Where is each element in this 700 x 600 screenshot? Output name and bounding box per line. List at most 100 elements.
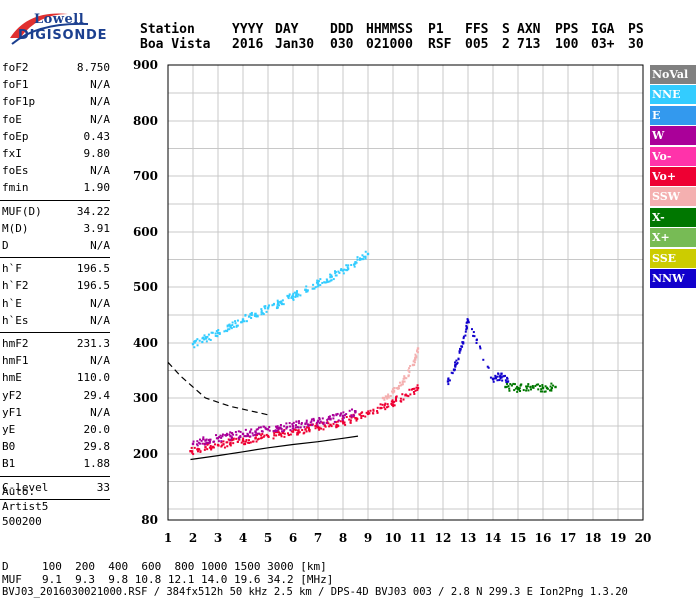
data-point xyxy=(294,295,297,298)
data-point xyxy=(416,350,419,353)
param-value: 196.5 xyxy=(76,279,110,293)
data-point xyxy=(222,440,225,443)
data-point xyxy=(455,362,458,365)
data-point xyxy=(395,397,398,400)
data-point xyxy=(201,341,204,344)
data-point xyxy=(354,261,357,264)
data-point xyxy=(446,380,450,383)
data-point xyxy=(348,418,351,421)
data-point xyxy=(276,303,279,306)
param-row-fmin: fmin 1.90 xyxy=(2,181,110,194)
data-point xyxy=(393,389,396,392)
data-point xyxy=(341,418,344,421)
data-point xyxy=(206,335,209,338)
data-point xyxy=(292,297,295,300)
data-point xyxy=(407,374,410,377)
data-point xyxy=(346,266,349,269)
header-value-5: RSF xyxy=(428,37,452,52)
x-tick-label: 5 xyxy=(264,531,272,545)
data-point xyxy=(450,371,453,374)
data-point xyxy=(465,324,468,327)
data-point xyxy=(267,305,270,308)
data-point xyxy=(231,439,234,442)
data-point xyxy=(195,443,198,446)
data-point xyxy=(291,295,295,298)
data-point xyxy=(455,359,458,362)
data-point xyxy=(366,252,370,256)
data-point xyxy=(221,435,224,438)
x-tick-label: 6 xyxy=(289,531,297,545)
data-point xyxy=(408,371,411,374)
data-point xyxy=(299,426,302,429)
data-point xyxy=(328,280,331,283)
footer-muf-label: MUF xyxy=(2,573,22,586)
data-point xyxy=(415,386,418,389)
data-point xyxy=(213,443,216,446)
data-point xyxy=(292,427,295,430)
data-point xyxy=(496,379,499,382)
data-point xyxy=(398,381,401,384)
data-point xyxy=(454,361,457,364)
data-point xyxy=(230,436,233,439)
data-point xyxy=(198,339,201,342)
data-point xyxy=(489,376,492,379)
data-point xyxy=(526,385,529,388)
data-point xyxy=(541,385,544,388)
data-point xyxy=(321,281,324,284)
param-row-hf2: h`F2 196.5 xyxy=(2,279,110,292)
data-point xyxy=(239,430,242,433)
data-point xyxy=(244,428,247,431)
param-value: 33 xyxy=(96,480,110,494)
param-name: foF1 xyxy=(2,78,29,92)
data-point xyxy=(212,445,215,448)
data-point xyxy=(412,360,415,363)
data-point xyxy=(272,303,275,306)
data-point xyxy=(197,448,200,451)
data-point xyxy=(472,331,475,334)
header-value-1: 2016 xyxy=(232,37,264,52)
data-point xyxy=(296,295,299,298)
data-point xyxy=(217,329,220,332)
param-name: C-level xyxy=(2,480,49,494)
data-point xyxy=(217,444,220,447)
data-point xyxy=(355,419,358,422)
data-point xyxy=(400,383,403,386)
data-point xyxy=(453,369,456,372)
data-point xyxy=(310,424,313,427)
data-point xyxy=(362,258,365,261)
data-point xyxy=(475,341,478,344)
data-point xyxy=(466,318,469,321)
data-point xyxy=(285,422,288,425)
data-point xyxy=(237,437,240,440)
data-point xyxy=(216,437,220,440)
y-tick-label: 500 xyxy=(133,280,158,294)
header-label-8: AXN xyxy=(517,22,541,37)
data-point xyxy=(283,432,286,435)
data-point xyxy=(295,291,298,294)
data-point xyxy=(210,448,213,451)
param-row-b1: B1 1.88 xyxy=(2,457,110,470)
data-point xyxy=(332,422,335,425)
data-point xyxy=(208,441,211,444)
data-point xyxy=(416,388,419,391)
data-point xyxy=(411,387,414,390)
data-point xyxy=(395,395,398,398)
param-name: foEp xyxy=(2,129,29,143)
data-point xyxy=(416,384,419,387)
data-point xyxy=(544,385,547,388)
data-point xyxy=(383,406,386,409)
header-label-9: PPS xyxy=(555,22,579,37)
data-point xyxy=(215,330,218,333)
x-tick-label: 11 xyxy=(410,531,427,545)
data-point xyxy=(408,388,411,391)
data-point xyxy=(354,410,357,413)
data-point xyxy=(206,443,209,446)
data-point xyxy=(281,299,284,302)
data-point xyxy=(447,383,450,386)
data-point xyxy=(264,307,267,310)
data-point xyxy=(235,437,238,440)
data-point xyxy=(340,268,343,271)
param-row-hmf2: hmF2 231.3 xyxy=(2,337,110,350)
data-point xyxy=(276,300,279,303)
data-point xyxy=(465,328,468,331)
